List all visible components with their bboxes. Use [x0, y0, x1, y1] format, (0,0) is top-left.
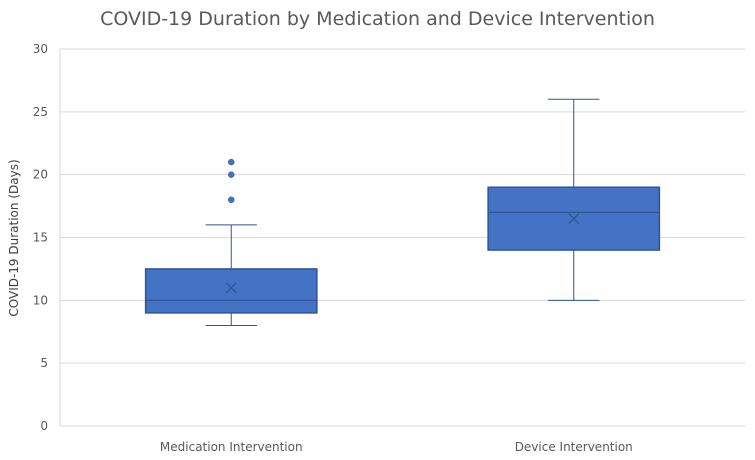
- outlier-point: [228, 158, 235, 166]
- y-tick-label: 20: [33, 168, 48, 182]
- mean-marker: [568, 213, 580, 225]
- box-iqr: [144, 268, 318, 314]
- outlier-point: [228, 196, 235, 204]
- y-tick-label: 30: [33, 42, 48, 56]
- y-axis-ticks: 0 5 10 15 20 25 30: [33, 42, 48, 433]
- y-tick-label: 10: [33, 293, 48, 307]
- box-iqr: [487, 186, 661, 251]
- chart-title: COVID-19 Duration by Medication and Devi…: [100, 8, 655, 30]
- mean-marker: [225, 282, 237, 294]
- x-tick-label: Medication Intervention: [160, 440, 303, 454]
- y-tick-label: 5: [40, 356, 48, 370]
- y-tick-label: 15: [33, 231, 48, 245]
- x-tick-label: Device Intervention: [515, 440, 633, 454]
- outlier-point: [228, 171, 235, 178]
- x-axis-ticks: Medication Intervention Device Interventi…: [160, 440, 633, 454]
- y-tick-label: 25: [33, 105, 48, 119]
- y-tick-label: 0: [40, 419, 48, 433]
- boxes: [144, 98, 661, 326]
